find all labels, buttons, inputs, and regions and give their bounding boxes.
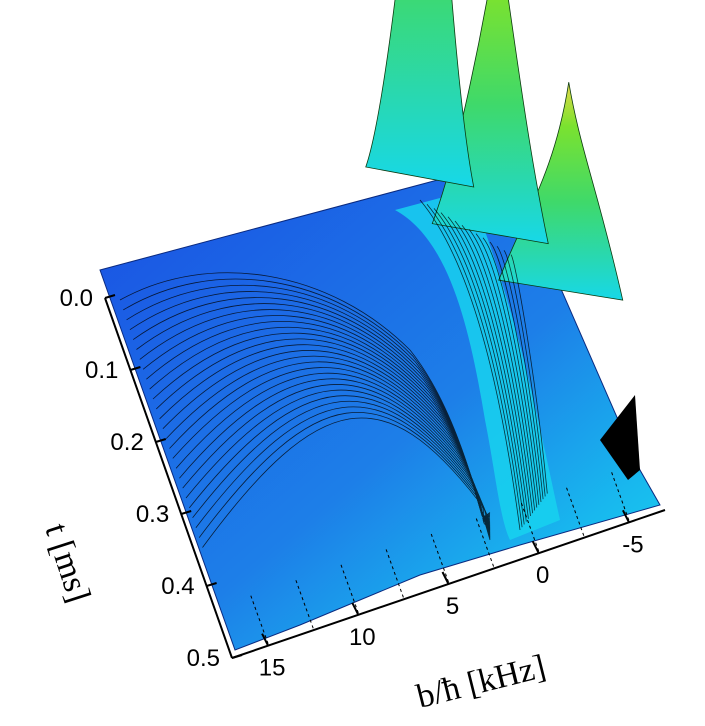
contour-line bbox=[185, 389, 491, 519]
t-tick-label: 0.1 bbox=[85, 357, 118, 384]
grid-line bbox=[294, 578, 314, 629]
grid-line bbox=[339, 562, 359, 614]
t-tick-mark bbox=[104, 294, 116, 299]
peak-surface bbox=[365, 0, 475, 188]
peaks-group bbox=[365, 0, 624, 301]
surface-shadow bbox=[600, 395, 640, 480]
t-tick-label: 0.0 bbox=[60, 285, 93, 312]
contour-line bbox=[482, 237, 540, 505]
grid-line bbox=[249, 593, 269, 644]
t-tick-mark bbox=[180, 510, 192, 515]
contour-line bbox=[496, 245, 544, 500]
t-tick-mark bbox=[231, 654, 243, 659]
contour-line bbox=[475, 233, 538, 508]
t-ticks: 0.0 0.1 0.2 0.3 0.4 0.5 bbox=[60, 285, 243, 672]
b-tick-label: 10 bbox=[349, 624, 376, 651]
t-tick-mark bbox=[155, 438, 167, 443]
contour-line bbox=[454, 220, 531, 517]
contour-line bbox=[440, 212, 527, 522]
b-tick-mark bbox=[351, 602, 360, 616]
grid-line bbox=[520, 500, 540, 552]
b-tick-label: -5 bbox=[622, 531, 643, 558]
contour-lines bbox=[119, 199, 548, 548]
contour-line bbox=[468, 229, 536, 511]
b-tick-mark bbox=[622, 509, 630, 523]
b-tick-mark bbox=[261, 633, 269, 647]
b-tick-mark bbox=[441, 571, 450, 585]
b-tick-mark bbox=[531, 540, 540, 554]
contour-line bbox=[198, 412, 491, 538]
t-tick-label: 0.4 bbox=[161, 573, 194, 600]
grid-line bbox=[384, 547, 404, 598]
b-ticks: 15 10 5 0 -5 bbox=[259, 509, 644, 682]
contour-line bbox=[447, 216, 529, 519]
t-tick-mark bbox=[206, 582, 217, 587]
contour-line bbox=[503, 250, 546, 497]
grid-line bbox=[475, 516, 495, 567]
surface-ridge bbox=[395, 190, 560, 540]
grid-line bbox=[430, 531, 449, 583]
contour-line bbox=[433, 208, 525, 525]
contour-line bbox=[175, 372, 491, 522]
grid-lines bbox=[249, 470, 630, 644]
contour-line bbox=[461, 224, 533, 514]
t-tick-label: 0.3 bbox=[136, 501, 169, 528]
contour-line bbox=[192, 400, 491, 519]
b-tick-label: 0 bbox=[536, 562, 549, 589]
grid-line bbox=[610, 470, 630, 521]
contour-line bbox=[426, 203, 523, 528]
t-axis-label: t [ms] bbox=[37, 519, 97, 607]
contour-line bbox=[202, 417, 491, 548]
contour-line bbox=[182, 384, 491, 520]
t-axis-line bbox=[104, 297, 233, 659]
contour-line bbox=[419, 199, 521, 531]
t-tick-label: 0.5 bbox=[187, 645, 220, 672]
contour-line bbox=[489, 241, 542, 503]
b-tick-label: 5 bbox=[446, 593, 459, 620]
grid-line bbox=[565, 485, 585, 536]
b-axis-label: b/ħ [kHz] bbox=[413, 648, 549, 716]
t-tick-label: 0.2 bbox=[110, 429, 143, 456]
contour-line bbox=[179, 378, 491, 521]
b-tick-label: 15 bbox=[259, 655, 286, 682]
contour-line bbox=[510, 254, 548, 494]
t-tick-mark bbox=[130, 366, 141, 371]
contour-line bbox=[188, 395, 491, 518]
